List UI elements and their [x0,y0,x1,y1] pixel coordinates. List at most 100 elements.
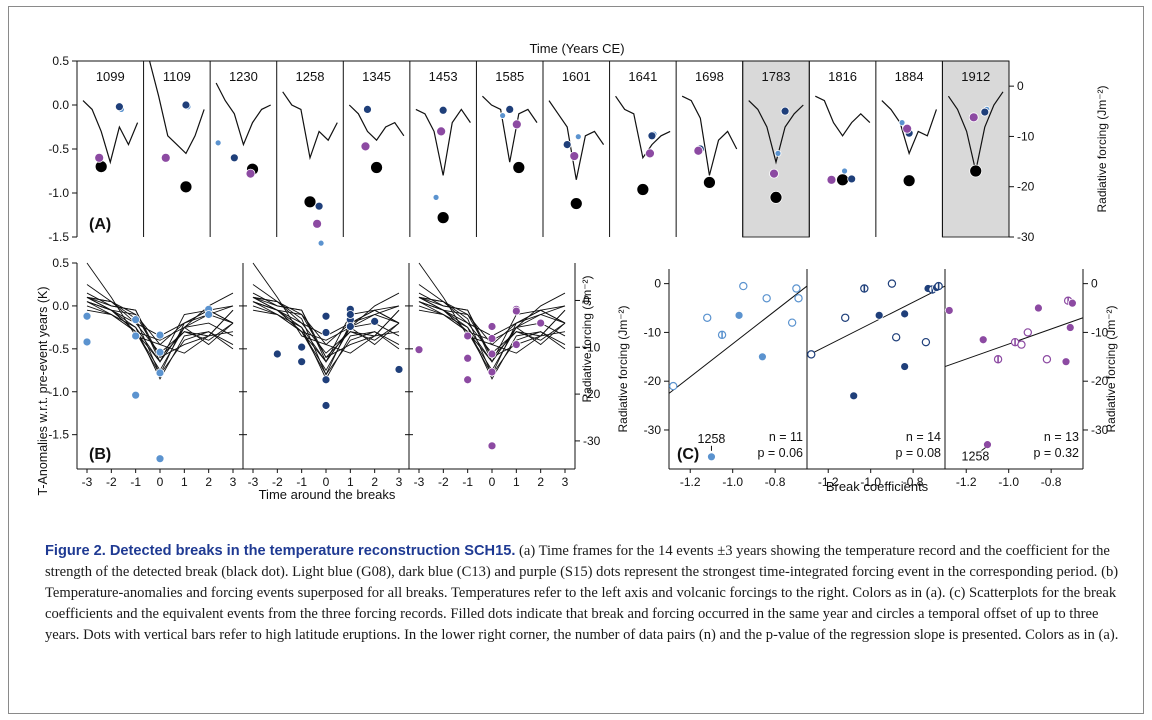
panel-b-bottom-tick-label: 0 [157,475,164,489]
superposed-temperature-line [252,296,400,359]
caption-title: Figure 2. Detected breaks in the tempera… [45,543,516,559]
event-year-label: 1230 [229,69,258,84]
scatter-dot-filled [1065,323,1075,332]
superposed-forcing-dot [131,390,141,400]
temperature-line [548,100,605,180]
panel-c-bottom-tick-label: -1.2 [680,475,701,489]
top-axis-label: Time (Years CE) [529,41,624,56]
forcing-s15-dot [94,152,105,163]
scatter-dot-circle [887,279,897,288]
panel-a-right-tick-label: -10 [1017,129,1035,143]
panel-c-left-axis-label: Radiative forcing (Jm⁻²) [616,305,630,432]
panel-b-bottom-tick-label: 0 [489,475,496,489]
panel-c-n-label: n = 14 [906,430,941,444]
break-coefficient-dot [512,161,526,174]
superposed-temperature-line [86,292,234,359]
scatter-dot-circle [739,281,748,291]
temperature-line [681,95,738,176]
superposed-temperature-line [252,292,400,372]
superposed-forcing-dot [272,349,282,359]
panel-b-left-tick-label: -0.5 [48,342,69,356]
panel-b-bottom-tick-label: -1 [462,475,473,489]
panel-b-bottom-tick-label: 2 [371,475,378,489]
forcing-c13-dot [847,174,857,184]
superposed-forcing-dot [321,375,331,385]
scatter-dot-circle [807,350,816,359]
superposed-forcing-dot [463,353,473,363]
forcing-g08-dot [898,119,906,126]
forcing-s15-dot [569,151,580,161]
forcing-s15-dot [826,174,837,185]
panel-c-right-tick-label: -20 [1091,374,1109,388]
superposed-forcing-dot [155,347,165,357]
panel-c-bottom-tick-label: -0.8 [1041,475,1062,489]
break-coefficient-dot [370,161,383,174]
panel-c-right-tick-label: -10 [1091,325,1109,339]
forcing-c13-dot [780,106,790,116]
panel-c-n-label: n = 13 [1044,430,1079,444]
panel-a-left-tick-label: -1.0 [48,186,69,200]
panel-b-bottom-tick-label: -1 [296,475,307,489]
temperature-line [815,95,871,137]
scatter-dot-circle [1017,340,1026,349]
scatter-dot-filled [874,310,884,320]
scatter-dot-filled [758,352,767,362]
panel-c-bottom-tick-label: -0.8 [903,475,924,489]
temperature-line [415,108,471,176]
caption-text: (a) Time frames for the 14 events ±3 yea… [45,543,1119,643]
event-year-label: 1453 [429,69,458,84]
scatter-dot-circle [792,284,801,293]
panel-b-right-tick-label: 0 [583,293,590,307]
temperature-line [881,100,937,156]
panel-c-bottom-tick-label: -1.0 [722,475,743,489]
superposed-forcing-dot [82,311,92,321]
event-year-label: 1816 [828,69,857,84]
forcing-s15-dot [312,218,322,229]
forcing-s15-dot [245,168,256,179]
superposed-forcing-dot [511,340,521,349]
scatter-dot-circle [703,313,712,322]
superposed-forcing-dot [370,316,380,326]
panel-c-right-tick-label: -30 [1091,423,1109,437]
scatter-dot-filled [1061,357,1071,367]
panel-c-bottom-tick-label: -0.8 [765,475,786,489]
panel-a-left-tick-label: -0.5 [48,142,69,156]
panel-b-bottom-tick-label: 1 [513,475,520,489]
panel-b-bottom-label: Time around the breaks [259,487,396,502]
panel-c-annotation: 1258 [962,450,990,464]
panel-c-annotation-arrow [981,447,986,452]
temperature-line [148,60,205,155]
panel-c-bottom-label: Break coefficients [826,479,929,494]
superposed-temperature-line [252,262,400,354]
panel-b-bottom-tick-label: 2 [537,475,544,489]
forcing-g08-dot [574,133,582,141]
break-coefficient-dot [569,197,583,210]
event-year-label: 1641 [628,69,657,84]
panel-b-bottom-tick-label: -2 [272,475,283,489]
panel-c-left-tick-label: -10 [644,325,662,339]
superposed-forcing-dot [82,337,92,347]
superposed-forcing-dot [487,322,497,331]
panel-b-left-tick-label: 0.5 [52,256,69,270]
panel-b-bottom-tick-label: -3 [82,475,93,489]
superposed-forcing-dot [297,357,307,367]
panel-c-n-label: n = 11 [769,430,803,444]
superposed-forcing-dot [394,365,404,374]
break-coefficient-dot [836,173,849,187]
panel-c-right-tick-label: 0 [1091,277,1098,291]
superposed-forcing-dot [321,401,331,410]
temperature-line [482,95,538,163]
scatter-dot-filled [983,440,992,450]
forcing-c13-dot [229,153,239,163]
superposed-forcing-dot [414,345,424,355]
forcing-g08-dot [214,139,222,147]
shaded-panel-1912 [941,60,1010,238]
panel-a-left-tick-label: 0.0 [52,98,69,112]
scatter-dot-filled [944,306,954,315]
panel-c-p-label: p = 0.32 [1033,446,1079,460]
forcing-s15-dot [436,126,447,137]
scatter-dot-filled [707,452,716,462]
regression-line-c13 [806,285,946,357]
panel-a-right-tick-label: -20 [1017,180,1035,194]
panel-b-bottom-tick-label: -2 [438,475,449,489]
